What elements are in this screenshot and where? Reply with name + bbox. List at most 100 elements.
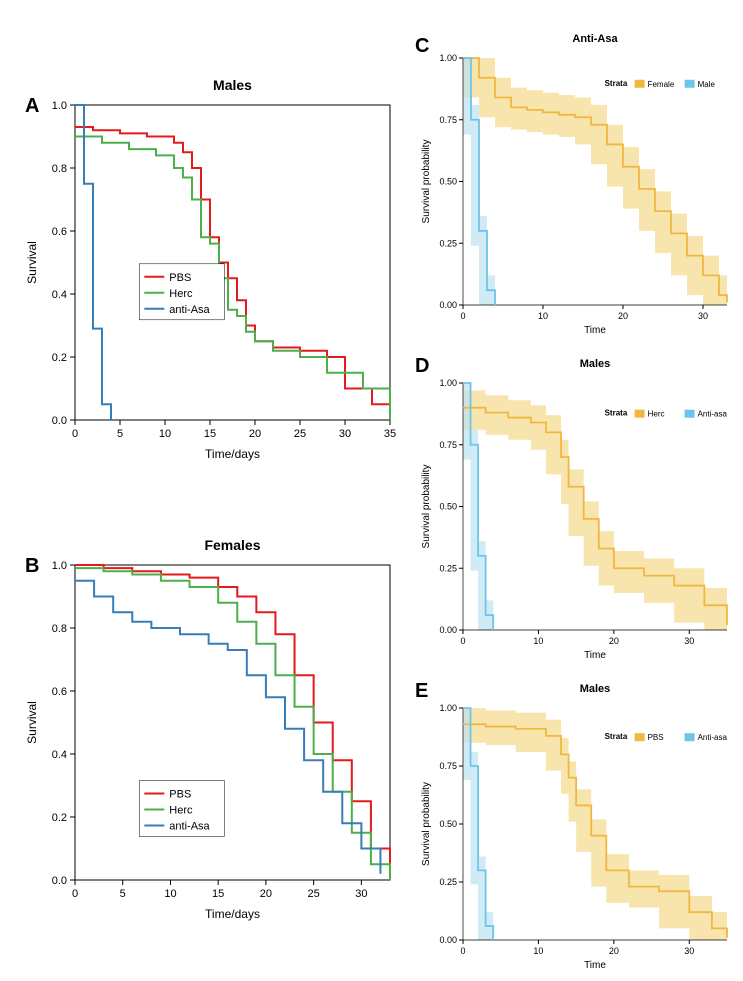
ci-band [463, 708, 727, 940]
y-tick-label: 1.00 [439, 53, 457, 63]
x-tick-label: 25 [308, 888, 320, 900]
legend-label: PBS [169, 789, 191, 801]
survival-curve [75, 568, 390, 880]
y-axis-label: Survival [25, 241, 39, 284]
y-tick-label: 0.8 [52, 163, 67, 175]
legend-swatch [685, 80, 695, 88]
x-axis-label: Time [584, 650, 606, 661]
y-tick-label: 0.50 [439, 502, 457, 512]
y-tick-label: 0.25 [439, 877, 457, 887]
y-tick-label: 0.0 [52, 415, 67, 427]
x-tick-label: 10 [538, 311, 548, 321]
legend-label: anti-Asa [169, 304, 210, 316]
y-tick-label: 0.2 [52, 352, 67, 364]
y-tick-label: 0.25 [439, 563, 457, 573]
x-tick-label: 35 [384, 428, 396, 440]
x-tick-label: 20 [618, 311, 628, 321]
chart-title: Males [580, 683, 611, 695]
y-tick-label: 0.2 [52, 812, 67, 824]
x-tick-label: 30 [339, 428, 351, 440]
legend-label: Herc [648, 410, 665, 419]
y-tick-label: 0.6 [52, 686, 67, 698]
x-tick-label: 10 [533, 636, 543, 646]
x-tick-label: 0 [460, 636, 465, 646]
x-tick-label: 0 [460, 311, 465, 321]
panel-d-chart: Males 0 10 20 30 0.00 0.25 0.50 0.75 1.00 Time Surv… [415, 355, 735, 665]
legend-swatch [685, 410, 695, 418]
x-tick-label: 0 [72, 888, 78, 900]
y-tick-label: 1.0 [52, 560, 67, 572]
legend-title: Strata [605, 79, 628, 88]
x-tick-label: 10 [159, 428, 171, 440]
x-axis-label: Time/days [205, 907, 260, 921]
x-tick-label: 5 [120, 888, 126, 900]
chart-title: Males [580, 358, 611, 370]
y-axis-label: Survival probability [421, 782, 432, 866]
y-tick-label: 0.00 [439, 300, 457, 310]
y-tick-label: 0.75 [439, 440, 457, 450]
legend-swatch [635, 410, 645, 418]
y-tick-label: 0.50 [439, 819, 457, 829]
panel-c-chart: Anti-Asa 0 10 20 30 0.00 0.25 0.50 0.75 1.00 Time S… [415, 30, 735, 340]
x-tick-label: 30 [684, 636, 694, 646]
ci-band [463, 390, 727, 630]
panel-b-chart: Females 0 5 10 15 20 25 30 0.0 0.2 0.4 0.6 0.8 1.0 Tim… [20, 535, 400, 925]
y-tick-label: 0.8 [52, 623, 67, 635]
y-axis-label: Survival probability [421, 140, 432, 224]
legend-label: Male [698, 80, 716, 89]
y-tick-label: 0.75 [439, 761, 457, 771]
legend-label: Anti-asa [698, 733, 728, 742]
y-tick-label: 0.00 [439, 625, 457, 635]
x-axis-label: Time/days [205, 447, 260, 461]
legend-title: Strata [605, 409, 628, 418]
y-tick-label: 0.50 [439, 177, 457, 187]
y-tick-label: 0.00 [439, 935, 457, 945]
x-tick-label: 20 [260, 888, 272, 900]
legend-label: PBS [648, 733, 664, 742]
survival-curve [75, 105, 111, 420]
panel-e-chart: Males 0 10 20 30 0.00 0.25 0.50 0.75 1.00 Time Surv… [415, 680, 735, 975]
x-tick-label: 30 [684, 946, 694, 956]
y-tick-label: 0.6 [52, 226, 67, 238]
x-tick-label: 0 [460, 946, 465, 956]
ci-band [463, 58, 727, 305]
x-tick-label: 20 [249, 428, 261, 440]
y-tick-label: 1.00 [439, 703, 457, 713]
y-tick-label: 0.0 [52, 875, 67, 887]
x-axis-label: Time [584, 960, 606, 971]
y-tick-label: 0.4 [52, 289, 67, 301]
panel-a-chart: Males 0 5 10 15 20 25 30 35 0.0 0.2 0.4 0.6 0.8 1.0 Tim… [20, 75, 400, 465]
legend-title: Strata [605, 732, 628, 741]
x-tick-label: 10 [533, 946, 543, 956]
x-tick-label: 5 [117, 428, 123, 440]
y-axis-label: Survival [25, 701, 39, 744]
survival-curve [75, 581, 380, 874]
legend-swatch [685, 733, 695, 741]
legend-label: Herc [169, 288, 193, 300]
y-tick-label: 1.0 [52, 100, 67, 112]
chart-title: Anti-Asa [572, 33, 618, 45]
x-tick-label: 15 [204, 428, 216, 440]
y-axis-label: Survival probability [421, 465, 432, 549]
x-tick-label: 30 [698, 311, 708, 321]
legend-label: Anti-asa [698, 410, 728, 419]
y-tick-label: 0.4 [52, 749, 67, 761]
y-tick-label: 0.25 [439, 238, 457, 248]
legend-label: Female [648, 80, 675, 89]
x-tick-label: 20 [609, 946, 619, 956]
y-tick-label: 1.00 [439, 378, 457, 388]
x-tick-label: 15 [212, 888, 224, 900]
x-tick-label: 25 [294, 428, 306, 440]
y-tick-label: 0.75 [439, 115, 457, 125]
x-tick-label: 10 [164, 888, 176, 900]
chart-title: Males [213, 77, 252, 93]
legend-swatch [635, 80, 645, 88]
x-tick-label: 0 [72, 428, 78, 440]
legend-swatch [635, 733, 645, 741]
x-tick-label: 20 [609, 636, 619, 646]
x-axis-label: Time [584, 325, 606, 336]
x-tick-label: 30 [355, 888, 367, 900]
chart-title: Females [204, 537, 260, 553]
legend-label: Herc [169, 805, 193, 817]
legend-label: PBS [169, 272, 191, 284]
